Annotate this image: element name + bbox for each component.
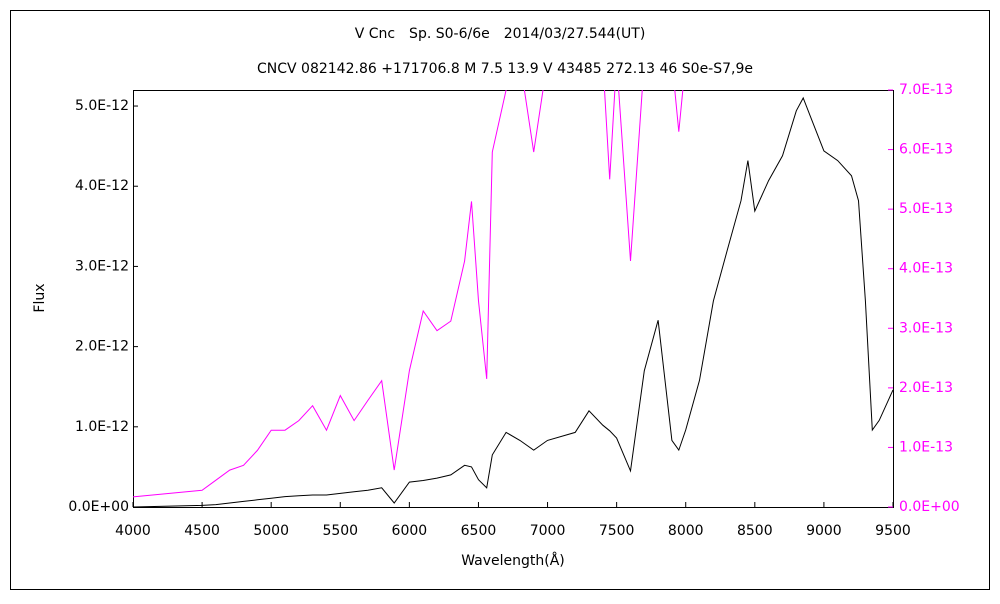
chart-title: V Cnc Sp. S0-6/6e 2014/03/27.544(UT) (355, 26, 646, 42)
x-tick-label: 4500 (184, 523, 220, 539)
x-tick-label: 7500 (599, 523, 635, 539)
x-tick-label: 6500 (461, 523, 497, 539)
y2-tick-label: 1.0E-13 (899, 439, 953, 455)
y2-tick-label: 3.0E-13 (899, 320, 953, 336)
spectrum-line (133, 96, 893, 507)
plot-area (133, 90, 894, 508)
y2-tick-label: 6.0E-13 (899, 142, 953, 158)
spectrum-line (133, 90, 684, 498)
y2-tick-label: 2.0E-13 (899, 380, 953, 396)
y-tick-label: 0.0E+00 (68, 499, 129, 515)
x-tick-label: 5000 (253, 523, 289, 539)
frame (10, 10, 990, 590)
lines (133, 90, 893, 507)
x-tick-label: 4000 (115, 523, 151, 539)
chart-subtitle: CNCV 082142.86 +171706.8 M 7.5 13.9 V 43… (257, 61, 753, 77)
x-tick-label: 8000 (668, 523, 704, 539)
y2-tick-label: 7.0E-13 (899, 82, 953, 98)
y-tick-label: 5.0E-12 (75, 98, 129, 114)
x-tick-label: 7000 (530, 523, 566, 539)
y-tick-label: 2.0E-12 (75, 339, 129, 355)
x-tick-label: 9000 (806, 523, 842, 539)
x-tick-label: 9500 (875, 523, 911, 539)
y-tick-label: 1.0E-12 (75, 419, 129, 435)
y-tick-label: 4.0E-12 (75, 178, 129, 194)
y2-tick-label: 5.0E-13 (899, 201, 953, 217)
x-tick-label: 5500 (322, 523, 358, 539)
y2-tick-label: 4.0E-13 (899, 261, 953, 277)
y-tick-label: 3.0E-12 (75, 258, 129, 274)
x-tick-label: 6000 (392, 523, 428, 539)
x-axis-label: Wavelength(Å) (461, 552, 565, 569)
y-axis-label: Flux (32, 283, 48, 312)
y2-tick-label: 0.0E+00 (899, 499, 960, 515)
x-tick-label: 8500 (737, 523, 773, 539)
